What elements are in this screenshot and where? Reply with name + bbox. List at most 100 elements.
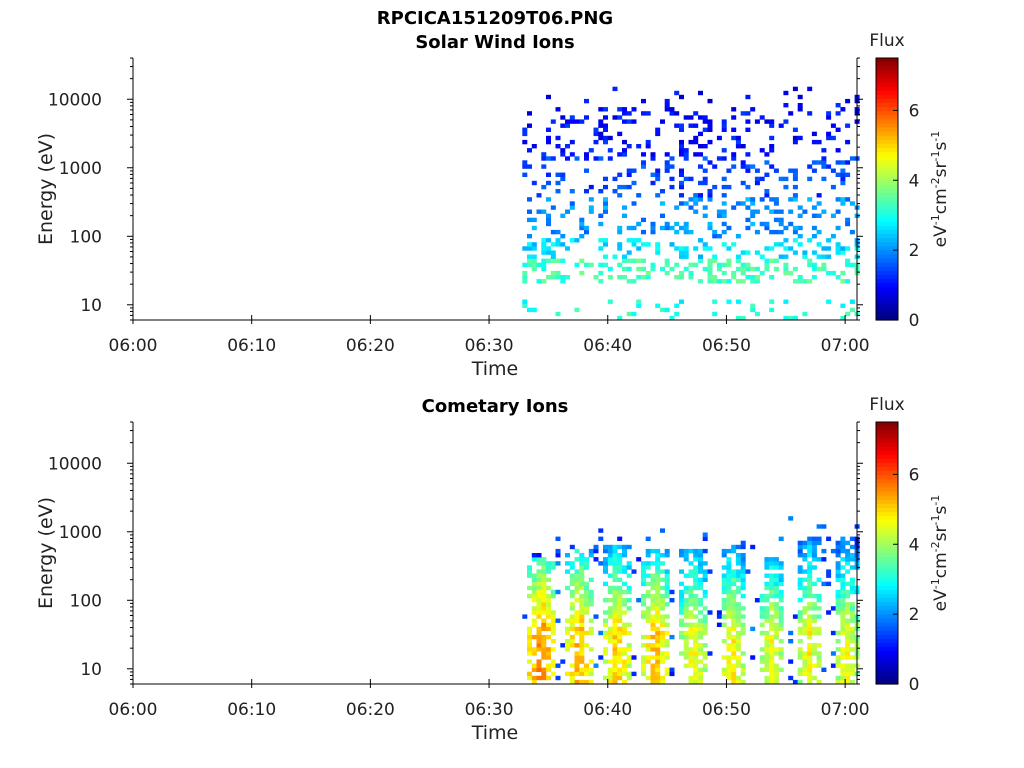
heatmap-cell <box>569 671 575 677</box>
heatmap-cell <box>693 671 699 677</box>
colorbar-segment <box>876 172 898 178</box>
heatmap-cell <box>811 266 817 272</box>
heatmap-cell <box>707 119 713 124</box>
heatmap-cell <box>655 577 661 582</box>
heatmap-cell <box>745 94 751 100</box>
heatmap-cell <box>541 561 547 566</box>
heatmap-cell <box>721 639 727 644</box>
colorbar-segment <box>876 299 898 305</box>
colorbar-segment <box>876 610 898 615</box>
heatmap-cell <box>641 152 646 157</box>
heatmap-cell <box>702 168 708 173</box>
heatmap-cell <box>598 630 604 636</box>
heatmap-cell <box>617 561 623 566</box>
heatmap-cell <box>660 643 665 648</box>
heatmap-cell <box>792 193 798 198</box>
heatmap-cell <box>735 573 741 578</box>
heatmap-cell <box>683 557 689 562</box>
heatmap-cell <box>735 577 741 582</box>
heatmap-cell <box>579 622 585 627</box>
heatmap-cell <box>773 610 779 615</box>
heatmap-cell <box>716 622 722 627</box>
heatmap-cell <box>626 172 632 177</box>
heatmap-cell <box>735 135 741 141</box>
heatmap-cell <box>769 614 775 619</box>
heatmap-cell <box>698 164 703 169</box>
heatmap-cell <box>745 275 751 280</box>
heatmap-cell <box>641 229 646 235</box>
heatmap-cell <box>698 647 703 652</box>
heatmap-cell <box>826 610 832 615</box>
heatmap-cell <box>641 573 646 578</box>
heatmap-cell <box>726 647 732 652</box>
heatmap-cell <box>707 139 713 145</box>
heatmap-cell <box>641 164 646 169</box>
heatmap-cell <box>769 663 775 668</box>
heatmap-cell <box>797 234 803 239</box>
heatmap-cell <box>769 123 775 128</box>
heatmap-cell <box>579 561 585 566</box>
heatmap-cell <box>764 667 770 672</box>
heatmap-cell <box>754 176 760 182</box>
y-tick-label: 100 <box>70 591 102 611</box>
heatmap-cell <box>721 176 727 182</box>
panel-title: Solar Wind Ions <box>415 32 574 53</box>
heatmap-cell <box>764 679 770 685</box>
heatmap-cell <box>617 557 623 562</box>
heatmap-cell <box>807 561 813 566</box>
heatmap-cell <box>840 593 846 599</box>
colorbar-segment <box>876 671 898 677</box>
heatmap-cell <box>826 299 832 304</box>
heatmap-cell <box>631 655 637 660</box>
heatmap-cell <box>845 606 851 611</box>
heatmap-cell <box>845 311 851 317</box>
heatmap-cell <box>626 655 632 660</box>
heatmap-cell <box>664 152 670 157</box>
heatmap-cell <box>598 213 604 218</box>
heatmap-cell <box>764 634 770 640</box>
heatmap-cell <box>664 593 670 599</box>
heatmap-cell <box>788 270 794 276</box>
heatmap-cell <box>773 614 779 619</box>
heatmap-cell <box>550 663 556 668</box>
heatmap-cell <box>655 573 661 578</box>
heatmap-cell <box>764 606 770 611</box>
heatmap-cell <box>579 626 585 632</box>
colorbar-segment <box>876 66 898 71</box>
heatmap-cell <box>773 634 779 640</box>
heatmap-cell <box>849 602 855 607</box>
heatmap-cell <box>712 279 718 284</box>
heatmap-cell <box>688 589 694 595</box>
heatmap-cell <box>698 643 703 648</box>
heatmap-cell <box>759 221 765 227</box>
heatmap-cell <box>845 589 851 595</box>
colorbar-segment <box>876 148 898 153</box>
heatmap-cell <box>622 671 627 677</box>
heatmap-cell <box>550 614 556 619</box>
heatmap-cell <box>778 667 784 672</box>
heatmap-cell <box>527 565 532 570</box>
heatmap-cell <box>617 553 623 558</box>
colorbar-segment <box>876 499 898 505</box>
heatmap-cell <box>679 152 684 157</box>
heatmap-cell <box>574 573 580 578</box>
heatmap-cell <box>840 246 846 251</box>
heatmap-cell <box>579 565 585 570</box>
heatmap-cell <box>612 577 618 582</box>
heatmap-cell <box>693 577 699 582</box>
unit-part: -1 <box>929 515 942 526</box>
heatmap-cell <box>546 246 551 251</box>
colorbar-segment <box>876 139 898 145</box>
heatmap-cell <box>726 614 732 619</box>
heatmap-cell <box>588 667 594 672</box>
heatmap-cell <box>735 589 741 595</box>
heatmap-cell <box>603 622 608 627</box>
colorbar-unit-label: eV-1cm-2sr-1s-1 <box>929 495 951 612</box>
heatmap-cell <box>816 577 822 582</box>
heatmap-cell <box>778 123 784 128</box>
heatmap-cell <box>745 111 751 116</box>
colorbar-segment <box>876 135 898 141</box>
heatmap-cell <box>650 585 656 591</box>
heatmap-cell <box>797 610 803 615</box>
